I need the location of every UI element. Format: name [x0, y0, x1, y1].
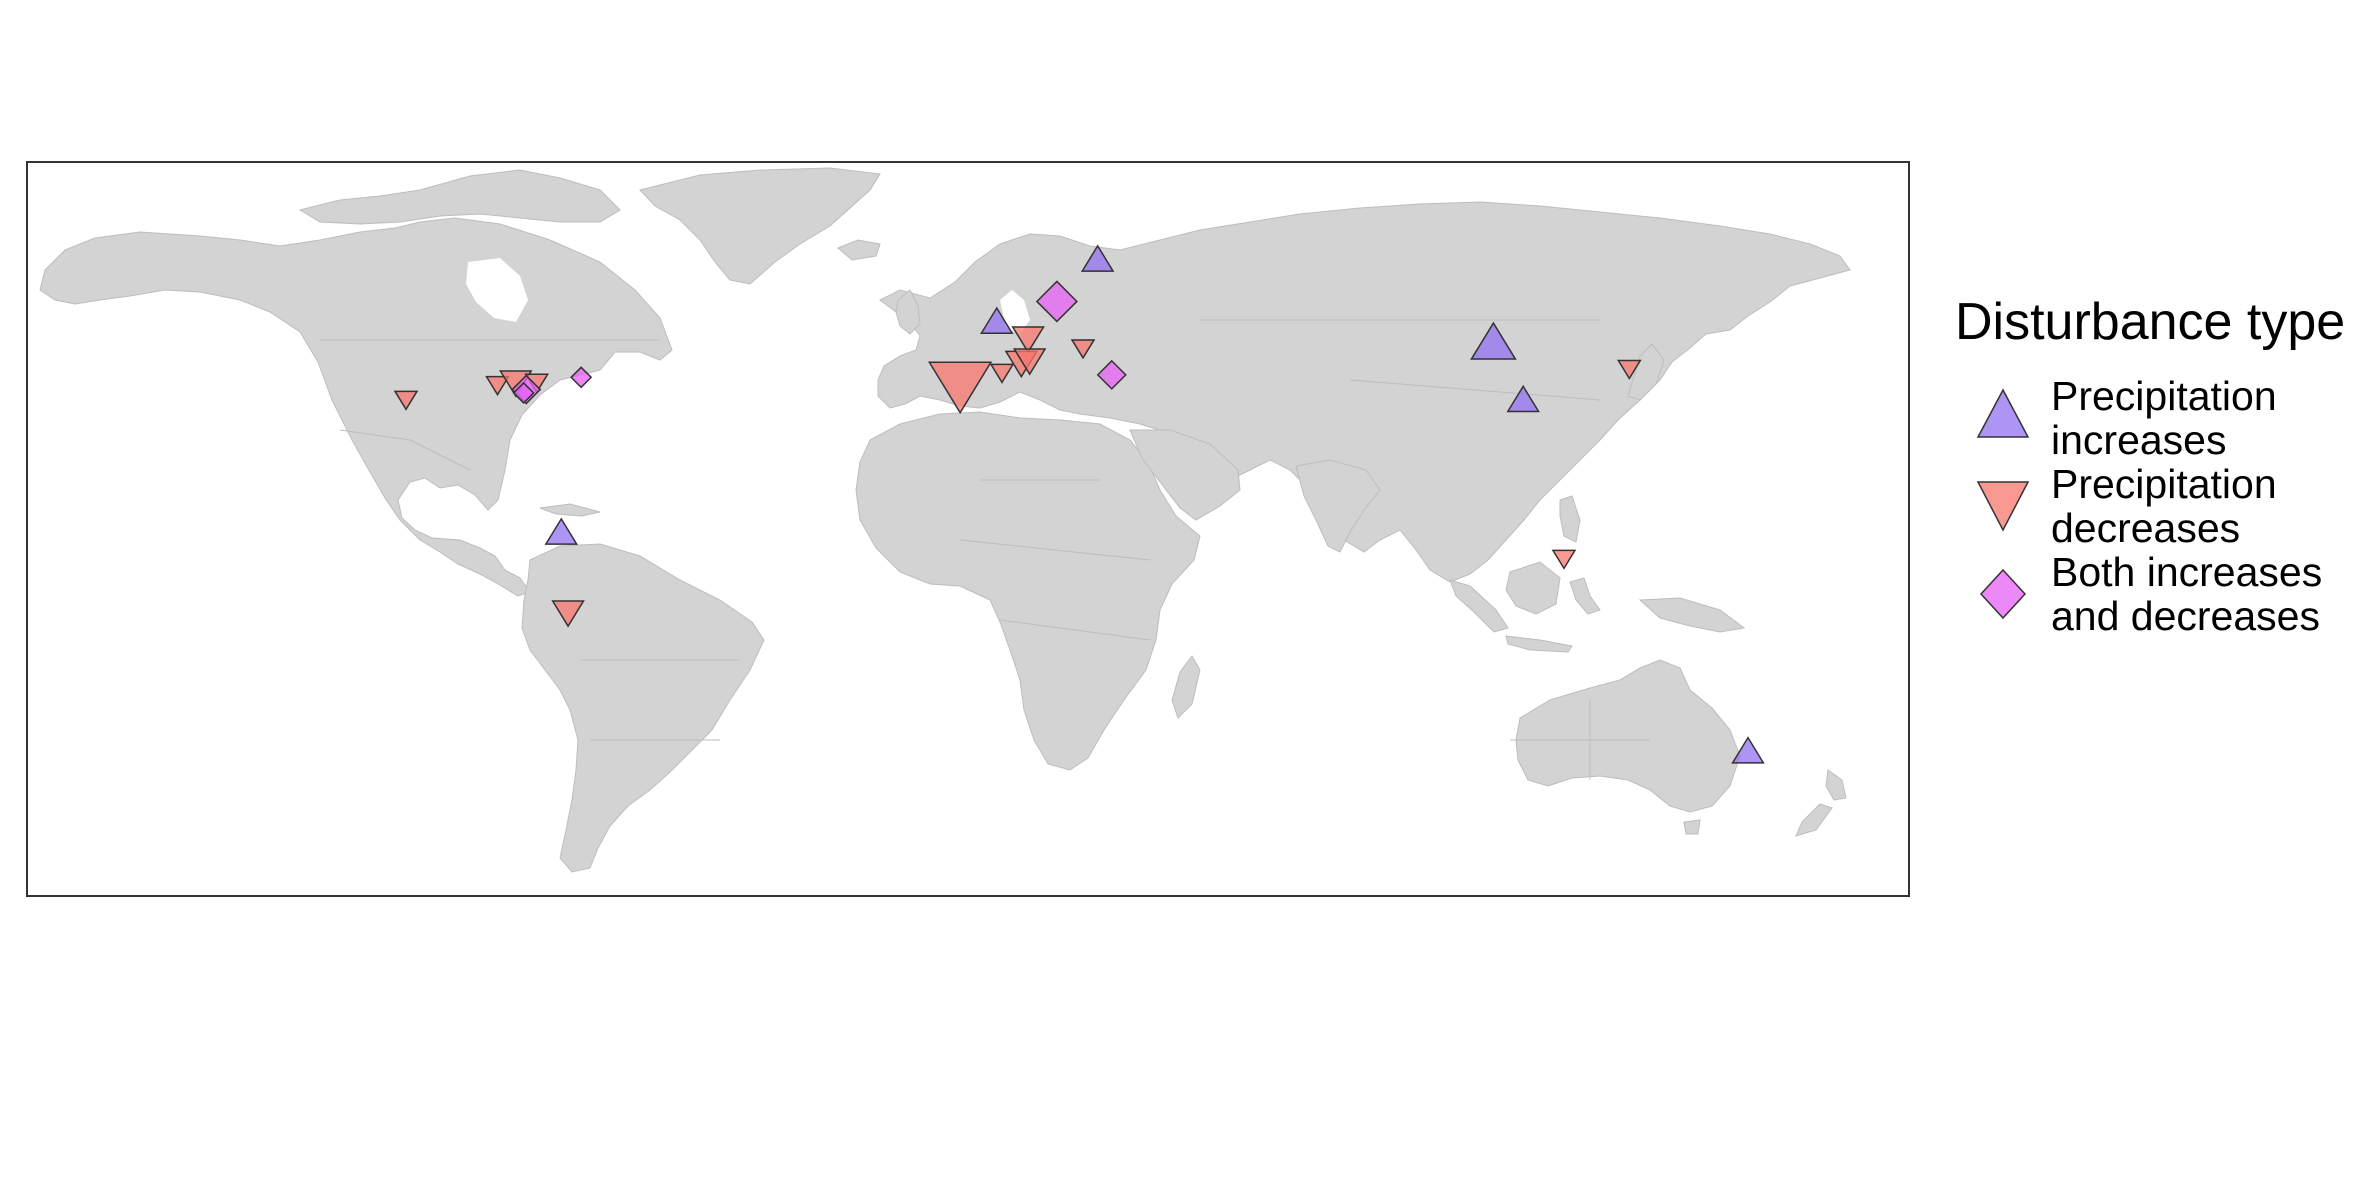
marker-triangle-up-2: [1470, 321, 1517, 360]
marker-triangle-down-16: [1616, 359, 1642, 380]
marker-triangle-down-6: [1011, 326, 1045, 354]
marker-triangle-down-17: [1551, 549, 1577, 570]
diamond-icon: [1979, 568, 2027, 620]
land-new-zealand: [1795, 769, 1847, 837]
land-south-america: [521, 543, 765, 873]
legend-item-precipitation-decreases: Precipitation decreases: [1955, 462, 2355, 550]
legend-label: Precipitation decreases: [2051, 461, 2277, 551]
land-africa: [855, 411, 1201, 771]
marker-triangle-up-1: [980, 306, 1014, 334]
land-uk: [895, 289, 921, 335]
land-madagascar: [1171, 655, 1201, 719]
triangle-down-icon: [1976, 481, 2030, 532]
marker-diamond-19: [1035, 280, 1078, 323]
land-borneo: [1505, 561, 1561, 615]
marker-triangle-down-13: [485, 375, 510, 397]
legend-label: Precipitation increases: [2051, 373, 2277, 463]
marker-diamond-22: [512, 381, 535, 405]
land-eurasia: [877, 201, 1851, 583]
legend-item-precipitation-increases: Precipitation increases: [1955, 374, 2355, 462]
marker-diamond-23: [570, 366, 593, 389]
legend-item-both: Both increases and decreases: [1955, 550, 2355, 638]
legend-label: Both increases and decreases: [2051, 549, 2323, 639]
marker-triangle-down-7: [1070, 339, 1096, 360]
land-sulawesi: [1569, 577, 1601, 615]
land-arctic-islands: [298, 169, 621, 225]
land-tasmania: [1683, 819, 1701, 835]
marker-layer: [393, 244, 1765, 764]
land-new-guinea: [1638, 597, 1746, 633]
marker-triangle-up-5: [1731, 736, 1765, 764]
land-java: [1505, 635, 1573, 653]
marker-triangle-down-18: [551, 600, 585, 628]
legend: Disturbance type Precipitation increases…: [1955, 292, 2355, 638]
marker-triangle-down-9: [1012, 348, 1047, 376]
marker-triangle-down-12: [393, 390, 419, 411]
triangle-up-icon: [1976, 388, 2030, 438]
land-arabia: [1129, 429, 1241, 521]
marker-triangle-up-3: [1506, 384, 1540, 413]
land-greenland: [639, 167, 881, 285]
map-panel-border: [26, 161, 1910, 897]
marker-triangle-down-11: [928, 361, 993, 415]
marker-triangle-down-10: [989, 363, 1015, 384]
land-japan: [1627, 343, 1665, 401]
land-australia: [1515, 659, 1741, 813]
land-iceland: [837, 239, 881, 261]
land-sumatra: [1449, 579, 1509, 633]
land-philippines: [1559, 495, 1581, 543]
land-caribbean: [539, 503, 601, 517]
legend-title: Disturbance type: [1955, 293, 2346, 351]
marker-triangle-up-0: [1080, 244, 1115, 272]
land-india: [1295, 459, 1381, 553]
marker-triangle-up-4: [544, 517, 579, 545]
land-north-america: [39, 217, 673, 597]
marker-diamond-20: [1096, 359, 1127, 390]
